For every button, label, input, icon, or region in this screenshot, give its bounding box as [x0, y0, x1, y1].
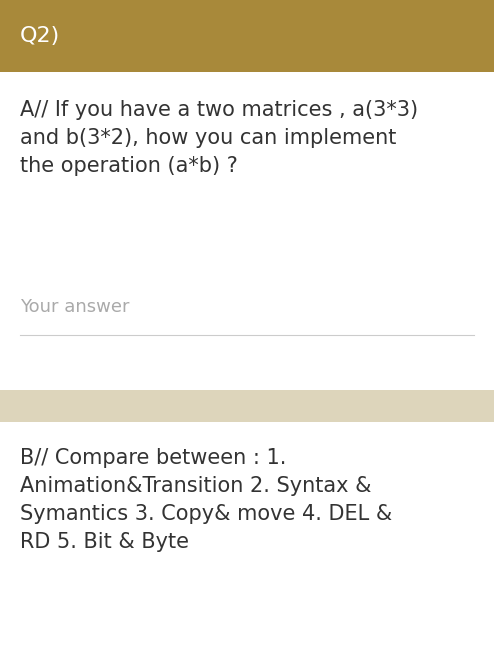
- Text: Your answer: Your answer: [20, 298, 129, 316]
- Text: B// Compare between : 1.
Animation&Transition 2. Syntax &
Symantics 3. Copy& mov: B// Compare between : 1. Animation&Trans…: [20, 448, 392, 552]
- Bar: [0, 0, 494, 72]
- Text: A// If you have a two matrices , a(3*3)
and b(3*2), how you can implement
the op: A// If you have a two matrices , a(3*3) …: [20, 100, 418, 176]
- Bar: [0, 390, 494, 422]
- Text: Q2): Q2): [20, 26, 60, 46]
